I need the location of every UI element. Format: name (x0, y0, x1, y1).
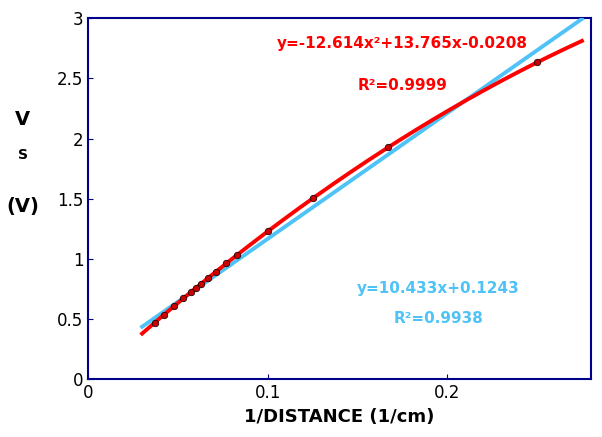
Point (211, 268, 220, 275)
Point (186, 289, 196, 296)
Text: y=-12.614x²+13.765x-0.0208: y=-12.614x²+13.765x-0.0208 (277, 36, 528, 51)
Point (263, 228, 273, 235)
Point (383, 144, 393, 151)
Point (170, 302, 179, 309)
Point (232, 251, 242, 258)
Point (179, 295, 188, 302)
Point (150, 319, 160, 326)
Point (196, 280, 206, 287)
Text: y=10.433x+0.1243: y=10.433x+0.1243 (357, 281, 520, 296)
Text: V: V (15, 110, 31, 129)
Point (203, 274, 213, 281)
Text: R²=0.9938: R²=0.9938 (393, 311, 483, 326)
Point (532, 59, 542, 66)
Point (159, 312, 169, 319)
Point (191, 284, 200, 291)
Text: S: S (18, 149, 28, 163)
Text: R²=0.9999: R²=0.9999 (358, 78, 447, 94)
Point (308, 195, 317, 202)
Text: (V): (V) (7, 197, 39, 215)
X-axis label: 1/DISTANCE (1/cm): 1/DISTANCE (1/cm) (244, 408, 435, 426)
Point (222, 260, 231, 267)
